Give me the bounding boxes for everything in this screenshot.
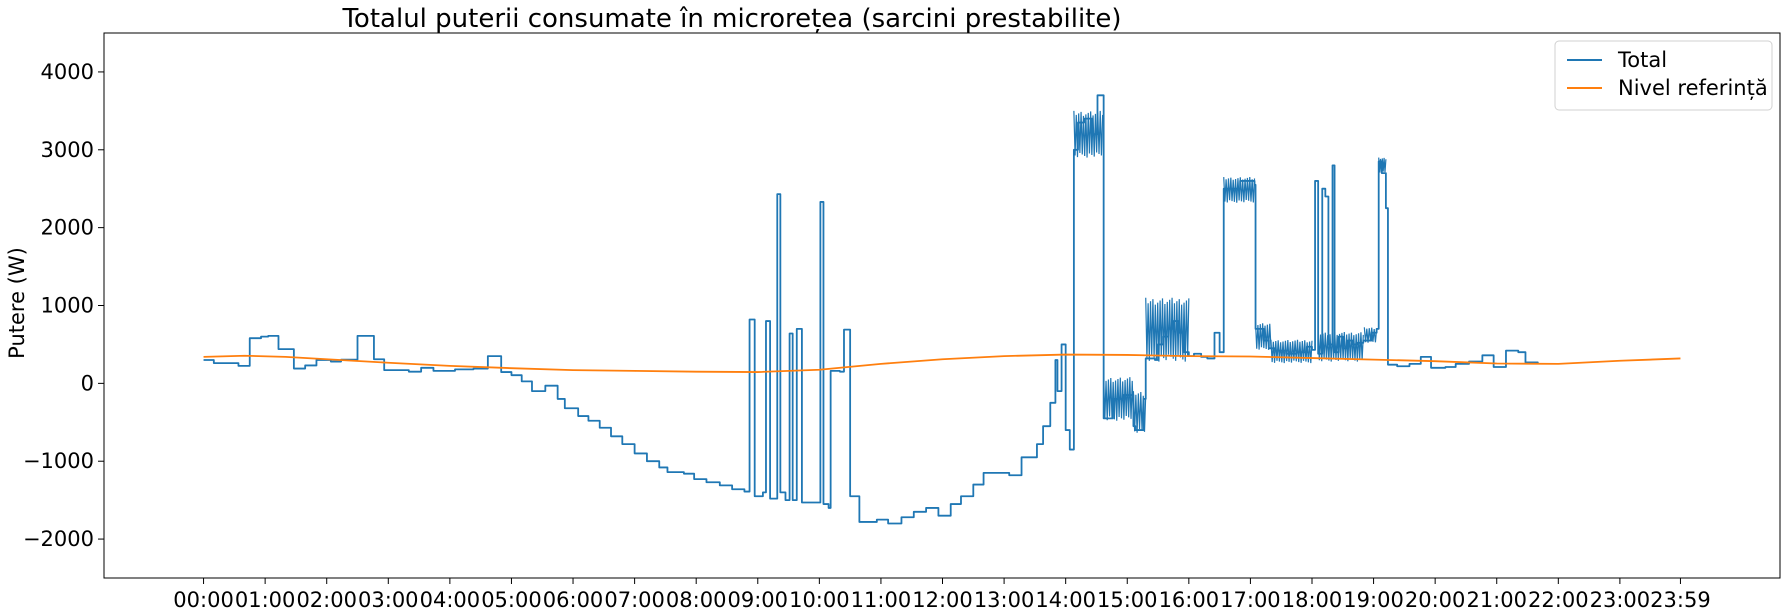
x-tick-label: 17:00 — [1220, 588, 1281, 610]
legend-label-nivel-referinta: Nivel referință — [1618, 76, 1768, 100]
series-noise-band-total — [1254, 322, 1272, 350]
y-axis-title: Putere (W) — [5, 247, 29, 359]
series-line-nivel-referin — [203, 353, 1681, 373]
y-axis: −2000 −1000 0 1000 2000 3000 4000 — [23, 60, 104, 551]
legend: Total Nivel referință — [1554, 40, 1773, 111]
y-tick-label: −1000 — [23, 449, 94, 473]
x-tick-label: 14:00 — [1035, 588, 1096, 610]
y-tick-label: 3000 — [41, 138, 94, 162]
series-line-total — [203, 94, 1539, 525]
x-tick-label: 01:00 — [235, 588, 296, 610]
series-noise-band-total — [1073, 110, 1104, 158]
x-tick-label: 12:00 — [912, 588, 973, 610]
series-noise-band-total — [1132, 391, 1147, 433]
x-tick-label: 23:00 — [1590, 588, 1651, 610]
y-tick-label: 1000 — [41, 294, 94, 318]
y-tick-label: 2000 — [41, 216, 94, 240]
y-tick-label: 4000 — [41, 60, 94, 84]
x-tick-label: 09:00 — [728, 588, 789, 610]
x-tick-label: 11:00 — [851, 588, 912, 610]
y-tick-label: 0 — [81, 371, 94, 395]
series-noise-band-total — [1270, 339, 1313, 364]
series-noise-band-total — [1145, 297, 1190, 362]
x-tick-label: 04:00 — [420, 588, 481, 610]
series-noise-band-total — [1223, 177, 1256, 203]
x-tick-label: 00:00 — [173, 588, 234, 610]
x-tick-label: 23:59 — [1650, 588, 1711, 610]
x-tick-label: 03:00 — [358, 588, 419, 610]
x-tick-label: 13:00 — [974, 588, 1035, 610]
x-tick-label: 16:00 — [1159, 588, 1220, 610]
x-tick-label: 10:00 — [789, 588, 850, 610]
x-tick-label: 19:00 — [1343, 588, 1404, 610]
series-layer — [203, 94, 1681, 525]
legend-box — [1554, 40, 1773, 111]
x-tick-label: 07:00 — [604, 588, 665, 610]
x-tick-label: 08:00 — [666, 588, 727, 610]
x-tick-label: 05:00 — [481, 588, 542, 610]
chart-title: Totalul puterii consumate în microrețea … — [341, 4, 1121, 34]
x-tick-label: 15:00 — [1097, 588, 1158, 610]
legend-label-total: Total — [1617, 48, 1667, 72]
x-tick-label: 06:00 — [543, 588, 604, 610]
x-tick-label: 02:00 — [296, 588, 357, 610]
series-noise-band-total — [1363, 327, 1378, 343]
y-tick-label: −2000 — [23, 527, 94, 551]
series-noise-band-total — [1378, 157, 1387, 174]
x-tick-label: 18:00 — [1282, 588, 1343, 610]
x-tick-label: 20:00 — [1405, 588, 1466, 610]
x-tick-label: 21:00 — [1466, 588, 1527, 610]
series-noise-band-total — [1103, 377, 1135, 421]
x-tick-label: 22:00 — [1528, 588, 1589, 610]
plot-frame — [103, 32, 1781, 579]
x-axis: 00:00 01:00 02:00 03:00 04:00 05:00 06:00 07:00… — [173, 578, 1711, 610]
